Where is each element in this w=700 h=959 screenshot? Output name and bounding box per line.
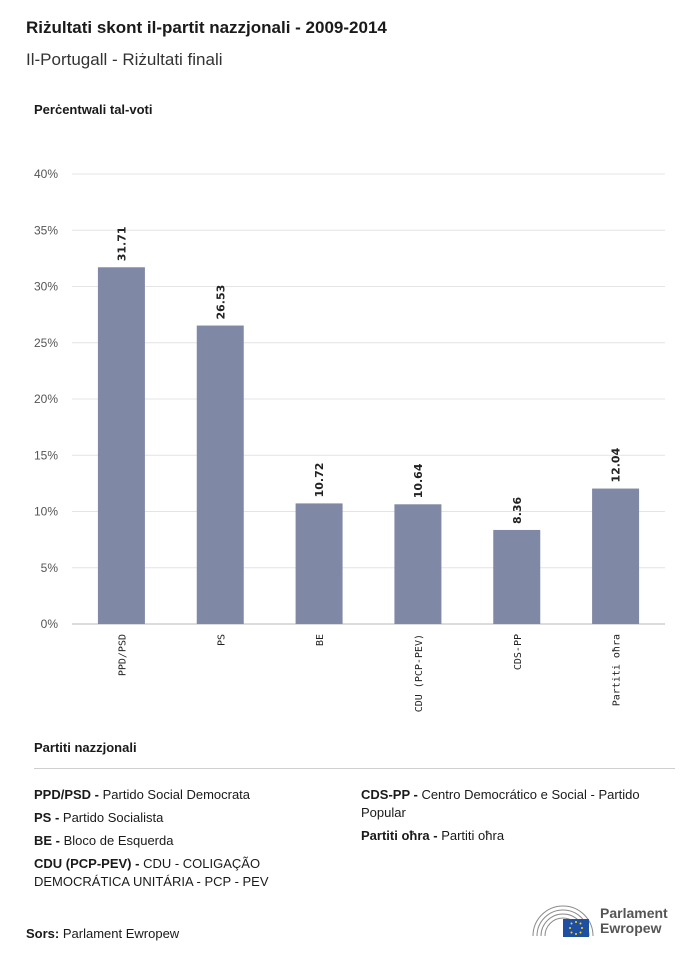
logo-line-1: Parlament	[600, 905, 668, 921]
bar-value-label: 26.53	[214, 285, 227, 320]
bar	[295, 503, 343, 624]
y-tick-label: 5%	[41, 561, 59, 575]
legend-divider	[34, 768, 675, 769]
bar	[493, 529, 541, 624]
chart-title: Riżultati skont il-partit nazzjonali - 2…	[26, 18, 387, 37]
european-parliament-logo: Parlament Ewropew	[530, 900, 680, 944]
chart-subtitle: Il-Portugall - Riżultati finali	[26, 50, 223, 69]
y-axis-label: Perċentwali tal-voti	[34, 102, 153, 117]
legend-title: Partiti nazzjonali	[34, 740, 137, 755]
parliament-hemicycle-icon	[532, 905, 594, 937]
legend-party-name: CDU - COLIGAÇÃO DEMOCRÁTICA UNITÁRIA - P…	[34, 856, 269, 889]
y-tick-label: 40%	[34, 167, 58, 181]
bar	[394, 504, 442, 624]
bar	[196, 325, 244, 624]
legend-column-2: CDS-PP - Centro Democrático e Social - P…	[361, 786, 671, 850]
legend-abbreviation: PPD/PSD -	[34, 787, 100, 802]
y-tick-label: 15%	[34, 448, 58, 462]
y-tick-label: 20%	[34, 392, 58, 406]
y-tick-label: 25%	[34, 336, 58, 350]
y-tick-label: 30%	[34, 280, 58, 294]
x-tick-label: PPD/PSD	[117, 634, 128, 676]
x-tick-label: PS	[216, 634, 227, 646]
legend-abbreviation: CDS-PP -	[361, 787, 418, 802]
source-note: Sors: Parlament Ewropew	[26, 926, 179, 941]
bar	[592, 488, 640, 624]
x-tick-label: CDU (PCP-PEV)	[414, 634, 425, 712]
logo-wordmark: Parlament Ewropew	[600, 906, 668, 936]
legend-abbreviation: PS -	[34, 810, 60, 825]
legend-party-name: Centro Democrático e Social - Partido Po…	[361, 787, 640, 820]
legend-entry: CDU (PCP-PEV) - CDU - COLIGAÇÃO DEMOCRÁT…	[34, 855, 334, 891]
x-tick-label: CDS-PP	[513, 634, 524, 670]
bar-value-label: 10.72	[313, 463, 326, 498]
legend-abbreviation: CDU (PCP-PEV) -	[34, 856, 140, 871]
source-label: Sors:	[26, 926, 60, 941]
bar-value-label: 12.04	[610, 447, 623, 482]
bar-chart: 0% 5% 10% 15% 20% 25% 30% 35% 40% 31.71 PPD/PSD 26.…	[34, 167, 665, 712]
x-tick-label: Partiti oħra	[612, 634, 623, 706]
legend-abbreviation: Partiti oħra -	[361, 828, 438, 843]
x-tick-label: BE	[315, 634, 326, 646]
legend-party-name: Partiti oħra	[437, 828, 505, 843]
legend-entry: PS - Partido Socialista	[34, 809, 334, 827]
legend-abbreviation: BE -	[34, 833, 60, 848]
legend-party-name: Partido Social Democrata	[99, 787, 251, 802]
logo-line-2: Ewropew	[600, 920, 662, 936]
legend-party-name: Bloco de Esquerda	[60, 833, 174, 848]
legend-entry: BE - Bloco de Esquerda	[34, 832, 334, 850]
y-tick-label: 10%	[34, 505, 58, 519]
legend-entry: CDS-PP - Centro Democrático e Social - P…	[361, 786, 671, 822]
bar-value-label: 31.71	[115, 226, 128, 261]
bar	[97, 267, 145, 624]
source-value: Parlament Ewropew	[62, 926, 180, 941]
y-tick-label: 35%	[34, 223, 58, 237]
y-tick-label: 0%	[41, 617, 59, 631]
legend-entry: Partiti oħra - Partiti oħra	[361, 827, 671, 845]
bar-value-label: 8.36	[511, 496, 524, 523]
bar-value-label: 10.64	[412, 463, 425, 498]
legend-column-1: PPD/PSD - Partido Social Democrata PS - P…	[34, 786, 334, 896]
legend-party-name: Partido Socialista	[59, 810, 164, 825]
legend-entry: PPD/PSD - Partido Social Democrata	[34, 786, 334, 804]
